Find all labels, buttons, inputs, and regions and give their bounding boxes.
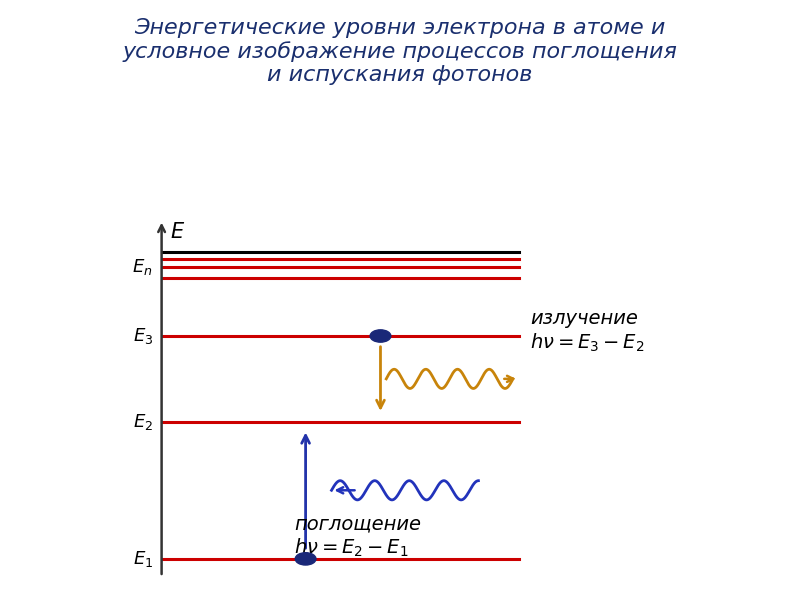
Text: $E_n$: $E_n$ <box>133 257 153 277</box>
Text: $h\nu=E_2-E_1$: $h\nu=E_2-E_1$ <box>294 536 409 559</box>
Text: Энергетические уровни электрона в атоме и
условное изображение процессов поглоще: Энергетические уровни электрона в атоме … <box>122 18 678 85</box>
Text: излучение: излучение <box>530 310 638 328</box>
Circle shape <box>295 553 316 565</box>
Text: $E_3$: $E_3$ <box>133 326 153 346</box>
Text: $E_2$: $E_2$ <box>133 412 153 432</box>
Text: $E_1$: $E_1$ <box>133 549 153 569</box>
Text: E: E <box>170 221 183 242</box>
Text: $h\nu=E_3-E_2$: $h\nu=E_3-E_2$ <box>530 332 645 354</box>
Text: поглощение: поглощение <box>294 514 421 533</box>
Circle shape <box>370 330 391 342</box>
